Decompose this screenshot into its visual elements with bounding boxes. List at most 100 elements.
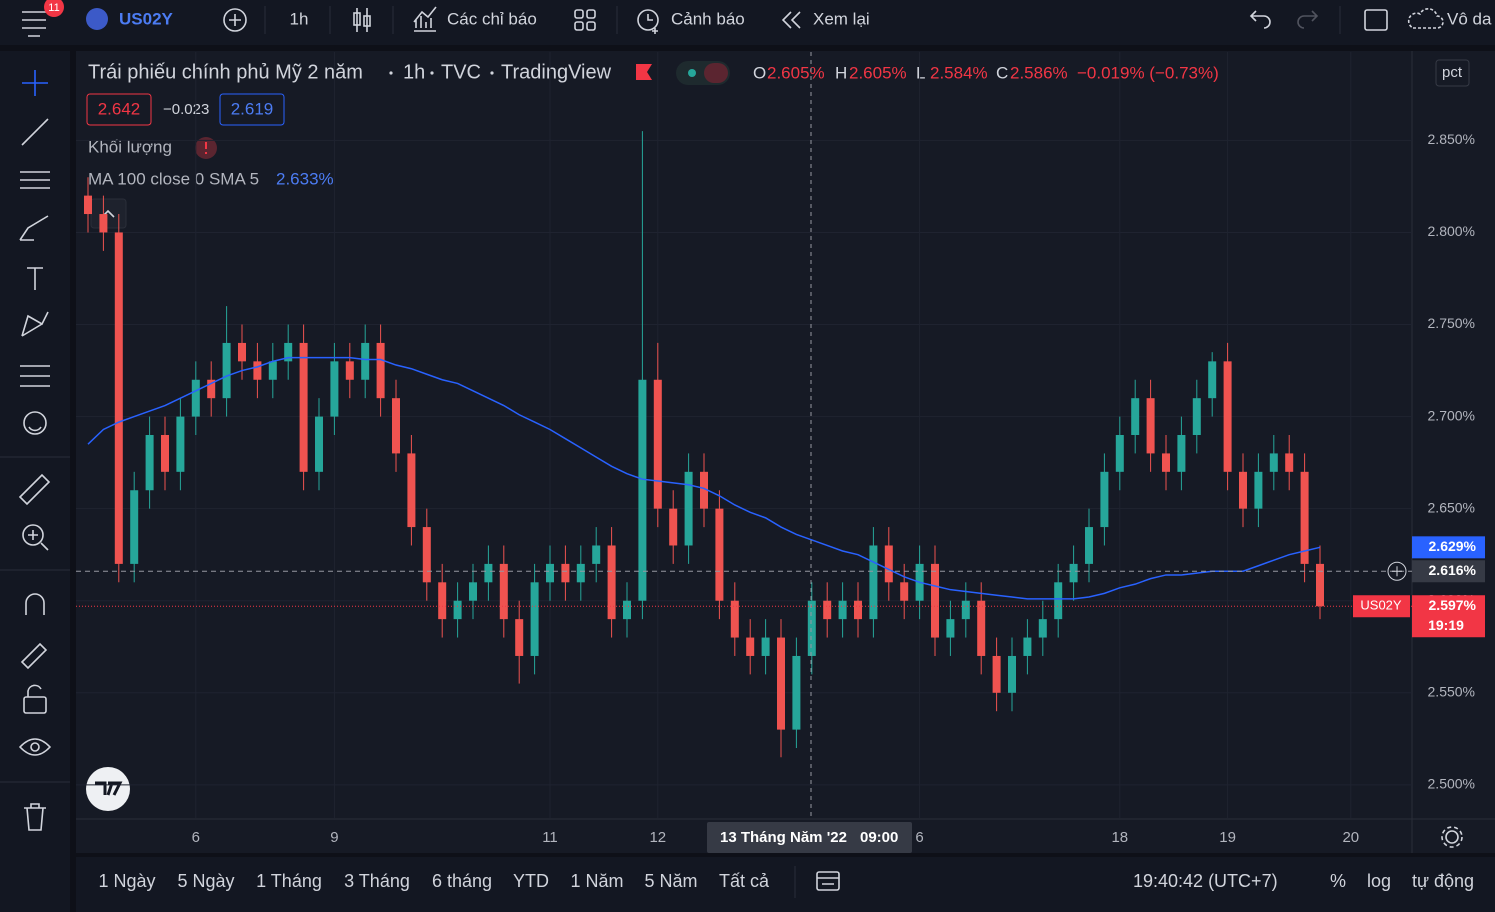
chart-pane [76,51,1495,853]
menu-icon[interactable] [22,11,46,37]
candle-body [99,214,108,233]
cloud-icon[interactable] [1407,8,1444,29]
candle-body [361,342,370,380]
candle-body [931,563,939,638]
candle-body [145,435,154,491]
range-button[interactable]: 3 Tháng [344,871,410,891]
bid[interactable]: 2.642 [98,99,141,118]
candle-body [515,619,524,656]
ohlc-key: O [753,63,766,82]
candle-body [607,545,616,620]
top-toolbar [0,0,1495,45]
range-button[interactable]: YTD [513,871,549,891]
collapse-button[interactable] [90,198,127,229]
range-button[interactable]: 5 Năm [644,871,697,891]
ohlc-key: L [916,63,925,82]
candle-body [1100,471,1109,528]
candle-body [977,600,986,656]
candle-body [792,655,801,730]
fullscreen[interactable] [1364,9,1388,31]
indicators-icon[interactable] [413,6,437,32]
x-tick-label: 12 [649,829,666,846]
badge-text: 11 [48,2,59,14]
ask[interactable]: 2.619 [231,99,274,118]
candle-body [1131,398,1140,435]
candle-body [484,563,493,583]
ohlc-value: 2.584% [930,63,988,82]
candle-body [838,600,847,620]
alert-icon[interactable] [637,9,659,34]
price-marker-box [1412,560,1485,583]
unit-box[interactable] [1435,59,1470,87]
price-marker-box [1412,536,1485,559]
separator-dot [490,71,494,75]
candle-body [854,600,862,620]
range-button[interactable]: 1 Ngày [98,871,155,891]
range-button[interactable]: 1 Tháng [256,871,322,891]
ma-value: 2.633% [276,169,334,188]
y-tick-label: 2.500% [1428,776,1475,792]
candle-body [638,379,647,601]
price-marker-time: 19:19 [1428,617,1464,633]
ohlc-value: 2.586% [1010,63,1068,82]
chart-type[interactable] [353,8,371,32]
candle-body [576,563,585,583]
candle-body [453,600,462,620]
candle-body [546,563,554,583]
candle-body [746,637,755,656]
candle-body [284,342,293,362]
symbol-tag-label: US02Y [1360,598,1402,613]
interval[interactable]: 1h [290,9,309,28]
candle-body [623,600,631,620]
candle-body [653,379,662,509]
alerts[interactable]: Cảnh báo [671,9,745,28]
logo-mark [95,781,123,796]
candle-body [1146,398,1155,454]
layouts-icon[interactable] [574,9,596,31]
candle-body [1316,563,1324,607]
symbol[interactable]: US02Y [119,9,174,28]
replay[interactable]: Xem lại [813,9,870,28]
candle-body [222,342,231,399]
replay-icon[interactable] [781,11,801,29]
status-dot [688,69,696,77]
layout-name[interactable]: Vô da [1447,9,1492,28]
ask-box[interactable] [219,93,285,126]
clock: 19:40:42 (UTC+7) [1133,871,1278,891]
candle-body [1300,471,1309,564]
candle-body [392,398,400,454]
logo [86,767,130,811]
candle-body [884,545,893,583]
candle-body [376,342,385,399]
ohlc-value: 2.605% [767,63,825,82]
percent-toggle[interactable]: % [1330,871,1346,891]
candle-body [253,361,262,380]
range-button[interactable]: 6 tháng [432,871,492,891]
separator-dot [430,71,434,75]
candle-body [238,342,246,362]
range-button[interactable]: Tất cả [719,871,770,891]
separator-dot [389,71,393,75]
indicators[interactable]: Các chỉ báo [447,9,537,28]
candle-body [84,195,92,215]
log-toggle[interactable]: log [1367,871,1391,891]
add-symbol[interactable] [223,8,247,32]
settings-icon[interactable] [1441,826,1463,848]
range-button[interactable]: 1 Năm [570,871,623,891]
candle-body [869,545,878,620]
drawing-tools[interactable] [18,70,52,831]
unit[interactable]: pct [1442,64,1463,81]
candle-body [1115,435,1124,472]
auto-toggle[interactable]: tự động [1412,871,1474,891]
undo[interactable] [1249,10,1271,29]
spread: −0.023 [163,101,209,118]
candle-body [530,582,539,656]
date-range-icon[interactable] [816,871,840,891]
x-tick-label: 19 [1219,829,1236,846]
legend-interval: 1h [403,61,425,83]
candle-body [946,619,955,638]
range-button[interactable]: 5 Ngày [177,871,234,891]
bid-box[interactable] [86,93,152,126]
